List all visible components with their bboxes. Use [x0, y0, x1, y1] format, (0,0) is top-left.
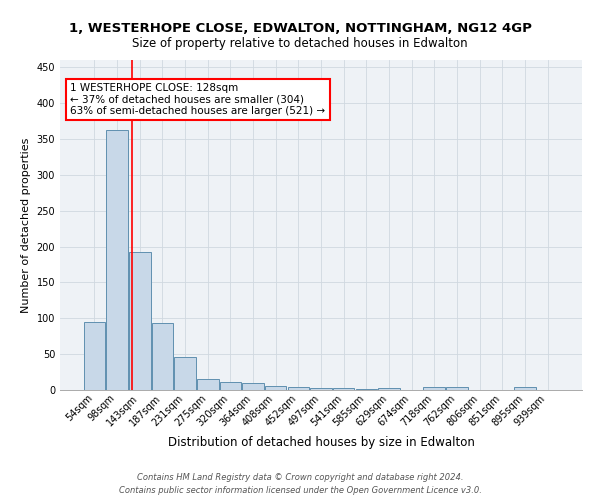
- X-axis label: Distribution of detached houses by size in Edwalton: Distribution of detached houses by size …: [167, 436, 475, 449]
- Text: Contains HM Land Registry data © Crown copyright and database right 2024.
Contai: Contains HM Land Registry data © Crown c…: [119, 474, 481, 495]
- Bar: [106, 130, 128, 390]
- Bar: [514, 387, 536, 390]
- Bar: [378, 388, 400, 390]
- Bar: [265, 386, 286, 390]
- Bar: [242, 383, 264, 390]
- Bar: [129, 252, 151, 390]
- Bar: [356, 388, 377, 390]
- Bar: [287, 387, 309, 390]
- Bar: [310, 388, 332, 390]
- Bar: [152, 324, 173, 390]
- Text: 1, WESTERHOPE CLOSE, EDWALTON, NOTTINGHAM, NG12 4GP: 1, WESTERHOPE CLOSE, EDWALTON, NOTTINGHA…: [68, 22, 532, 36]
- Text: 1 WESTERHOPE CLOSE: 128sqm
← 37% of detached houses are smaller (304)
63% of sem: 1 WESTERHOPE CLOSE: 128sqm ← 37% of deta…: [70, 83, 326, 116]
- Bar: [220, 382, 241, 390]
- Bar: [333, 388, 355, 390]
- Y-axis label: Number of detached properties: Number of detached properties: [21, 138, 31, 312]
- Bar: [175, 357, 196, 390]
- Bar: [424, 387, 445, 390]
- Text: Size of property relative to detached houses in Edwalton: Size of property relative to detached ho…: [132, 38, 468, 51]
- Bar: [446, 387, 467, 390]
- Bar: [84, 322, 105, 390]
- Bar: [197, 379, 218, 390]
